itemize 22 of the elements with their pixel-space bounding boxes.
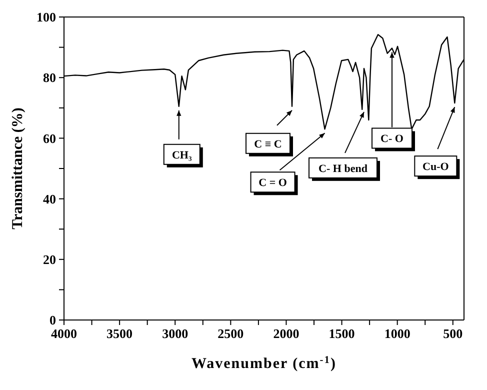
x-tick-label: 500 [443,326,463,342]
annotation: C = O [258,177,288,190]
annotation: CH₃ [172,149,192,162]
x-tick-label: 1000 [384,326,410,342]
x-tick-label: 3500 [106,326,133,342]
y-tick-label: 0 [50,312,56,328]
y-tick-label: 60 [43,130,56,146]
y-tick-label: 80 [43,70,56,86]
annotation: C- O [380,133,404,146]
x-tick-label: 1500 [328,326,355,342]
y-tick-label: 40 [43,191,56,206]
y-axis-title: Transmittance (%) [10,108,26,230]
x-tick-label: 2000 [273,326,300,342]
annotation: C- H bend [318,162,368,175]
x-axis-title: Wavenumber (cm$^{-1}$) [191,354,337,372]
x-tick-label: 3000 [162,326,188,342]
x-tick-label: 2500 [218,326,244,342]
annotation: Cu-O [422,161,450,174]
y-tick-label: 20 [43,252,56,268]
annotation: C ≡ C [254,138,282,150]
y-tick-label: 100 [36,10,56,25]
x-tick-label: 4000 [51,326,77,342]
